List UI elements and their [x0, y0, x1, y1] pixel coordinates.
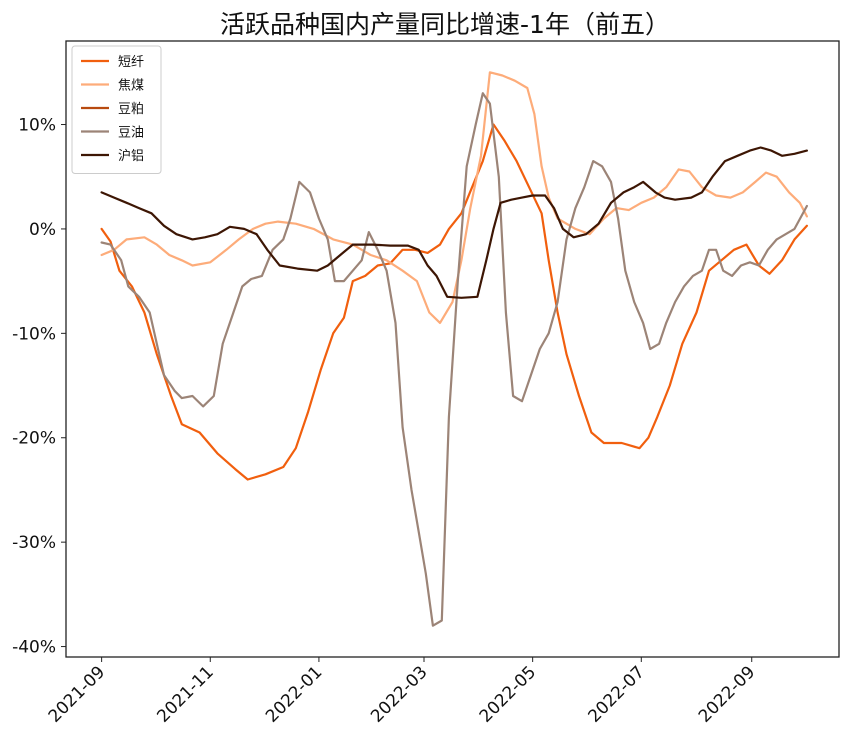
series-line-4: [100, 146, 808, 299]
legend-label: 沪铝: [118, 148, 144, 164]
y-tick-label: 0%: [29, 220, 56, 240]
y-tick-label: 10%: [18, 116, 56, 136]
x-tick-label: 2022-09: [695, 662, 759, 726]
x-axis: 2021-09 2021-11 2022-01 2022-03 2022-05 2022-…: [45, 657, 759, 727]
x-tick-label: 2022-07: [584, 662, 648, 726]
legend-label: 短纤: [118, 55, 144, 70]
y-tick-label: -30%: [12, 533, 56, 553]
x-tick-label: 2021-11: [153, 662, 217, 726]
legend-box: [71, 45, 162, 174]
x-tick-label: 2022-05: [476, 662, 540, 726]
y-tick-label: -10%: [12, 324, 56, 344]
legend-label: 焦煤: [118, 79, 144, 94]
chart-title: 活跃品种国内产量同比增速-1年（前五）: [220, 10, 670, 39]
series-line-3: [100, 92, 808, 627]
plot-area: [100, 71, 808, 627]
x-tick-label: 2022-03: [367, 662, 431, 726]
series-line-0: [100, 123, 808, 481]
y-tick-label: -40%: [12, 638, 56, 658]
x-tick-label: 2022-01: [262, 662, 326, 726]
legend-label: 豆粕: [118, 102, 144, 117]
legend-label: 豆油: [118, 126, 144, 141]
y-axis: -40% -30% -20% -10% 0% 10%: [12, 116, 66, 658]
x-tick-label: 2021-09: [45, 662, 109, 726]
plot-frame: [65, 40, 840, 658]
y-tick-label: -20%: [12, 429, 56, 449]
series-line-1: [100, 71, 808, 324]
